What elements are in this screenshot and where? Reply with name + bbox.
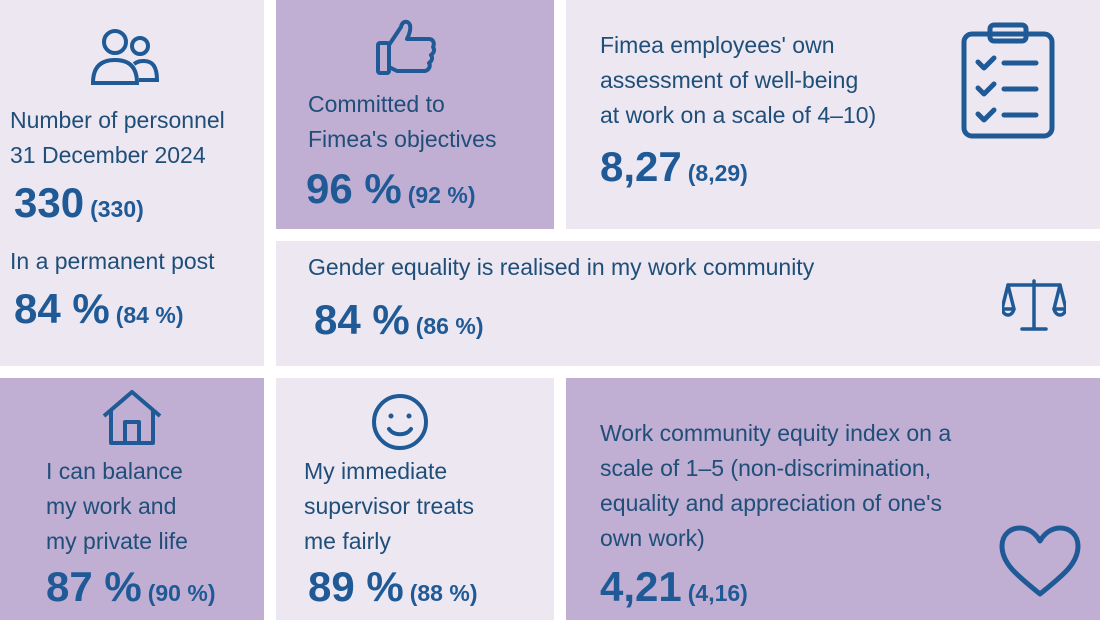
equity-previous: (4,16) xyxy=(687,580,748,606)
equity-tile: Work community equity index on a scale o… xyxy=(566,378,1100,620)
committed-previous: (92 %) xyxy=(407,182,476,208)
permanent-value: 84 % xyxy=(14,285,110,332)
permanent-label: In a permanent post xyxy=(10,248,215,274)
gender-tile: Gender equality is realised in my work c… xyxy=(276,241,1100,366)
gender-previous: (86 %) xyxy=(415,313,484,339)
supervisor-value: 89 % xyxy=(308,563,404,610)
balance-label: I can balance my work and my private lif… xyxy=(46,458,188,554)
committed-value: 96 % xyxy=(306,165,402,212)
supervisor-label: My immediate supervisor treats me fairly xyxy=(304,458,475,554)
supervisor-tile: My immediate supervisor treats me fairly… xyxy=(276,378,554,620)
equity-value: 4,21 xyxy=(600,563,682,610)
wellbeing-previous: (8,29) xyxy=(687,160,748,186)
permanent-figure: 84 % (84 %) xyxy=(14,288,183,330)
wellbeing-tile: Fimea employees' own assessment of well-… xyxy=(566,0,1100,229)
heart-icon xyxy=(998,524,1082,600)
wellbeing-value: 8,27 xyxy=(600,143,682,190)
people-icon xyxy=(90,28,160,86)
committed-figure: 96 % (92 %) xyxy=(306,168,475,210)
supervisor-previous: (88 %) xyxy=(409,580,478,606)
smiley-icon xyxy=(370,392,430,452)
gender-value: 84 % xyxy=(314,296,410,343)
committed-label: Committed to Fimea's objectives xyxy=(308,91,497,152)
wellbeing-figure: 8,27 (8,29) xyxy=(600,146,748,188)
personnel-label: Number of personnel 31 December 2024 xyxy=(10,107,225,168)
house-icon xyxy=(101,388,163,446)
equity-figure: 4,21 (4,16) xyxy=(600,566,748,608)
scales-icon xyxy=(1002,277,1066,333)
wellbeing-label: Fimea employees' own assessment of well-… xyxy=(600,32,877,128)
permanent-previous: (84 %) xyxy=(115,302,184,328)
supervisor-figure: 89 % (88 %) xyxy=(308,566,477,608)
balance-figure: 87 % (90 %) xyxy=(46,566,215,608)
equity-label: Work community equity index on a scale o… xyxy=(600,420,952,551)
balance-previous: (90 %) xyxy=(147,580,216,606)
balance-value: 87 % xyxy=(46,563,142,610)
personnel-previous: (330) xyxy=(90,196,144,222)
thumbs-up-icon xyxy=(375,17,437,77)
clipboard-icon xyxy=(960,22,1056,140)
gender-figure: 84 % (86 %) xyxy=(314,299,483,341)
personnel-tile: Number of personnel 31 December 2024 330… xyxy=(0,0,264,366)
committed-tile: Committed to Fimea's objectives 96 % (92 … xyxy=(276,0,554,229)
gender-label: Gender equality is realised in my work c… xyxy=(308,254,815,280)
personnel-figure: 330 (330) xyxy=(14,182,144,224)
balance-tile: I can balance my work and my private lif… xyxy=(0,378,264,620)
personnel-value: 330 xyxy=(14,179,85,226)
